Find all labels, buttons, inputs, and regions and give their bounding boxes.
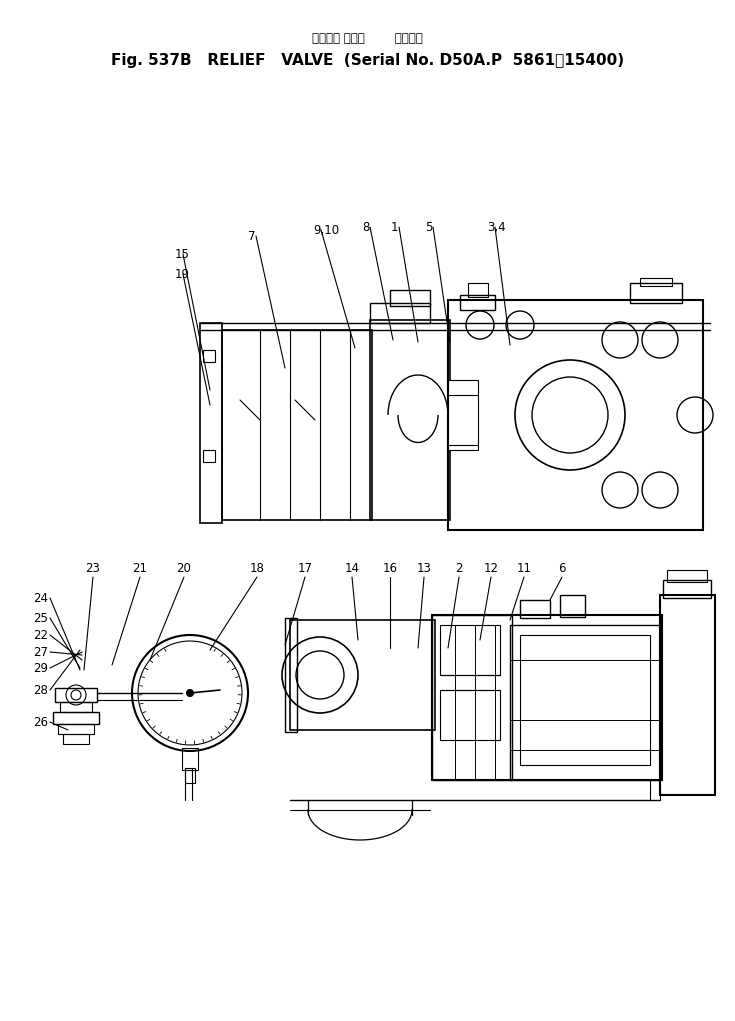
Text: 9,10: 9,10	[313, 224, 339, 237]
Bar	[432, 615, 512, 780]
Bar	[55, 688, 97, 702]
Text: 7: 7	[248, 230, 256, 243]
Bar	[63, 734, 89, 744]
Bar	[390, 290, 430, 306]
Text: 12: 12	[484, 562, 498, 575]
Bar	[520, 600, 550, 618]
Bar	[630, 283, 682, 303]
Bar	[185, 768, 195, 783]
Bar	[663, 580, 711, 598]
Text: 8: 8	[362, 221, 370, 234]
Bar	[203, 350, 215, 362]
Bar	[520, 635, 650, 765]
Text: 2: 2	[455, 562, 463, 575]
Bar	[58, 724, 94, 734]
Text: 26: 26	[33, 716, 48, 729]
Bar	[448, 380, 478, 450]
Text: 24: 24	[33, 591, 48, 604]
Bar	[432, 615, 662, 780]
Bar	[660, 595, 715, 795]
Text: 5: 5	[425, 221, 432, 234]
Text: 3,4: 3,4	[487, 221, 506, 234]
Text: 18: 18	[250, 562, 265, 575]
Text: 23: 23	[85, 562, 101, 575]
Text: 1: 1	[391, 221, 398, 234]
Text: 28: 28	[33, 683, 48, 696]
Bar	[448, 300, 703, 530]
Text: 29: 29	[33, 662, 48, 675]
Bar	[290, 620, 435, 730]
Bar	[222, 330, 372, 520]
Bar	[468, 283, 488, 297]
Text: 21: 21	[132, 562, 148, 575]
Bar	[440, 625, 500, 675]
Bar	[370, 303, 430, 323]
Text: 19: 19	[175, 268, 190, 281]
Bar	[285, 618, 297, 732]
Bar	[370, 320, 450, 520]
Bar	[560, 595, 585, 617]
Text: 22: 22	[33, 629, 48, 641]
Bar	[440, 690, 500, 740]
Bar	[182, 748, 198, 770]
Bar	[667, 570, 707, 582]
Text: Fig. 537B   RELIEF   VALVE  (Serial No. D50A.P  5861～15400): Fig. 537B RELIEF VALVE (Serial No. D50A.…	[111, 52, 624, 67]
Bar	[510, 625, 660, 780]
Text: 14: 14	[345, 562, 359, 575]
Bar	[60, 702, 92, 712]
Text: 13: 13	[417, 562, 431, 575]
Text: 17: 17	[298, 562, 312, 575]
Text: リリーフ バルブ        適用号機: リリーフ バルブ 適用号機	[312, 32, 423, 45]
Text: 16: 16	[382, 562, 398, 575]
Text: 6: 6	[559, 562, 566, 575]
Circle shape	[187, 689, 193, 696]
Bar	[640, 278, 672, 286]
Bar	[203, 450, 215, 461]
Text: 20: 20	[176, 562, 191, 575]
Bar	[460, 295, 495, 310]
Text: 11: 11	[517, 562, 531, 575]
Bar	[200, 323, 222, 523]
Text: 27: 27	[33, 645, 48, 659]
Text: 15: 15	[175, 248, 190, 261]
Text: 25: 25	[33, 612, 48, 625]
Bar	[53, 712, 99, 724]
